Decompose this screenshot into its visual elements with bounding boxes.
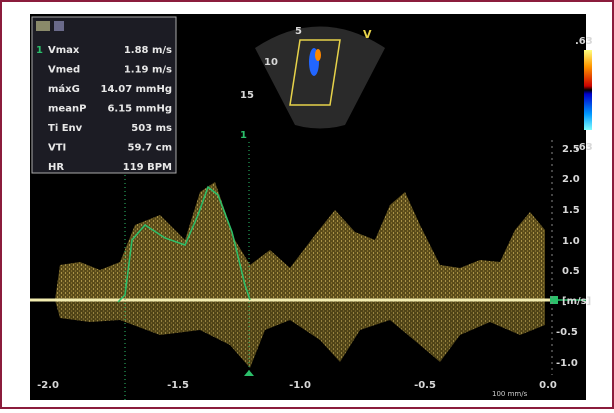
row-label: HR — [48, 162, 64, 173]
row-label: Vmax — [48, 45, 80, 56]
row-value: 1.19 m/s — [124, 65, 172, 76]
cursor-number: 1 — [36, 45, 43, 56]
tick-label: -0.5 — [414, 380, 436, 391]
tick-label: -1.0 — [556, 358, 578, 369]
tick-label: -2.0 — [37, 380, 59, 391]
tick-label: 2.5 — [562, 144, 580, 155]
row-value: 59.7 cm — [127, 143, 172, 154]
depth-label: 15 — [240, 90, 254, 101]
row-label: VTI — [48, 143, 66, 154]
tick-label: -0.5 — [556, 327, 578, 338]
mode-label: V — [363, 28, 372, 41]
tick-label: -1.0 — [289, 380, 311, 391]
row-value: 119 BPM — [123, 162, 172, 173]
tick-label: 2.0 — [562, 174, 580, 185]
row-label: Vmed — [48, 65, 80, 76]
icon — [54, 21, 64, 31]
row-value: 6.15 mmHg — [107, 104, 172, 115]
row-label: meanP — [48, 104, 86, 115]
sweep-speed: 100 mm/s — [492, 390, 528, 398]
tick-label: 1.5 — [562, 205, 580, 216]
icon — [36, 21, 50, 31]
row-value: 1.88 m/s — [124, 45, 172, 56]
axis-unit: [m/s] — [562, 296, 591, 307]
tick-label: 0.0 — [539, 380, 557, 391]
depth-label: 5 — [295, 26, 302, 37]
cursor-label: 1 — [240, 130, 247, 141]
row-label: Ti Env — [48, 123, 83, 134]
row-label: máxG — [48, 83, 80, 95]
row-value: 503 ms — [131, 123, 172, 134]
baseline-handle — [550, 296, 558, 304]
color-flow — [315, 49, 321, 61]
ultrasound-screen: 1 V 5 10 15 .63 .63 2.5 2.0 1.5 1.0 0.5 … — [0, 0, 614, 409]
row-value: 14.07 mmHg — [101, 84, 172, 95]
tick-label: -1.5 — [167, 380, 189, 391]
tick-label: 1.0 — [562, 236, 580, 247]
tick-label: 0.5 — [562, 266, 580, 277]
measurement-panel: 1 Vmax 1.88 m/s Vmed 1.19 m/s máxG 14.07 mmHg… — [32, 17, 176, 173]
depth-label: 10 — [264, 57, 278, 68]
color-scale-top: .63 — [575, 36, 593, 47]
color-scale — [584, 50, 592, 130]
